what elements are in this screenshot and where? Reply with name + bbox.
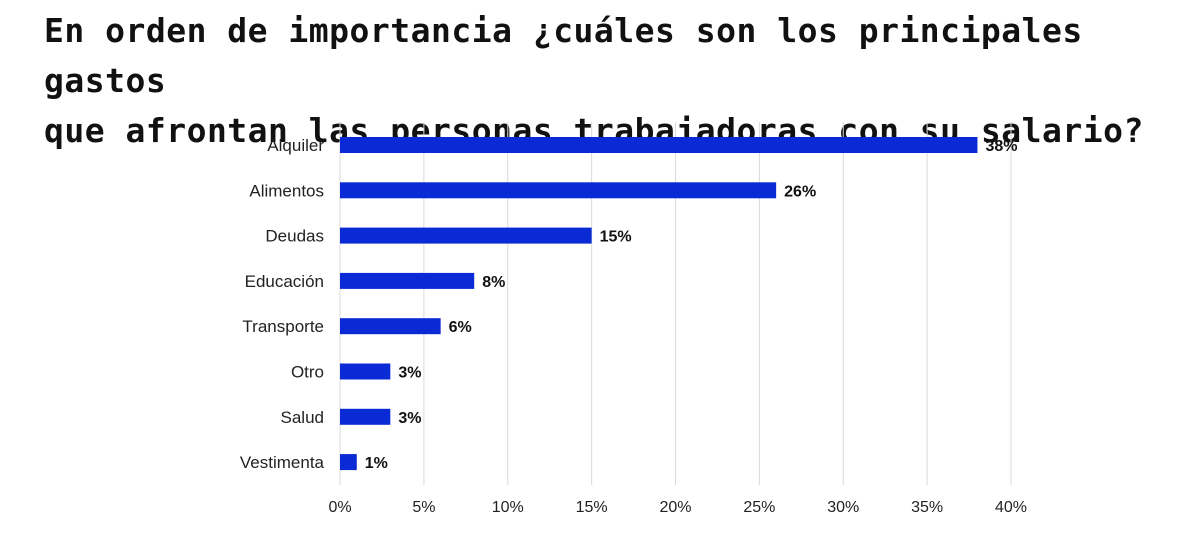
value-label: 3%: [398, 410, 421, 427]
x-tick-label: 5%: [412, 499, 435, 516]
category-label: Educación: [245, 272, 324, 291]
bar: [340, 137, 978, 153]
category-label: Alquiler: [267, 136, 324, 155]
x-tick-label: 0%: [328, 499, 351, 516]
x-tick-label: 25%: [743, 499, 775, 516]
x-tick-label: 10%: [492, 499, 524, 516]
bars: [340, 137, 978, 471]
value-label: 26%: [784, 183, 816, 200]
value-label: 3%: [398, 365, 421, 382]
category-label: Salud: [281, 408, 324, 427]
x-tick-label: 15%: [576, 499, 608, 516]
value-label: 1%: [365, 455, 388, 472]
x-tick-label: 35%: [911, 499, 943, 516]
category-label: Transporte: [242, 317, 324, 336]
value-label: 8%: [482, 274, 505, 291]
bar: [340, 318, 441, 335]
value-labels: 38% 26% 15% 8% 6% 3% 3% 1%: [365, 138, 1018, 472]
x-tick-label: 20%: [659, 499, 691, 516]
x-tick-label: 30%: [827, 499, 859, 516]
bar: [340, 363, 391, 380]
value-label: 6%: [449, 319, 472, 336]
gridlines: [339, 122, 1012, 485]
category-label: Deudas: [265, 227, 324, 246]
bar: [340, 272, 475, 289]
x-tick-label: 40%: [995, 499, 1027, 516]
x-axis-tick-labels: 0% 5% 10% 15% 20% 25% 30% 35% 40%: [328, 499, 1027, 516]
category-label: Vestimenta: [240, 453, 325, 472]
category-label: Alimentos: [249, 181, 324, 200]
category-labels: Alquiler Alimentos Deudas Educación Transpor…: [240, 136, 325, 472]
chart-title-line-1: En orden de importancia ¿cuáles son los …: [44, 11, 1083, 100]
category-label: Otro: [291, 363, 324, 382]
bar: [340, 408, 391, 425]
value-label: 38%: [985, 138, 1017, 155]
value-label: 15%: [600, 229, 632, 246]
bar: [340, 182, 777, 199]
bar: [340, 227, 592, 244]
bar: [340, 454, 357, 471]
